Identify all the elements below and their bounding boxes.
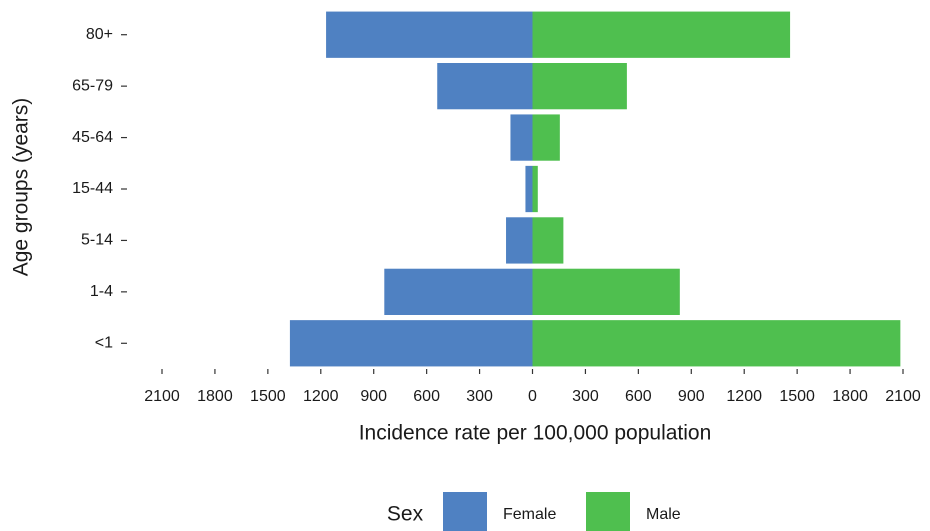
x-tick-label: 600	[625, 388, 652, 405]
bar	[532, 63, 627, 110]
bar	[289, 320, 533, 367]
bar	[532, 114, 560, 161]
legend-label: Male	[646, 506, 681, 523]
y-tick-label: 5-14	[81, 232, 113, 249]
bar	[532, 165, 538, 213]
bar	[532, 11, 791, 58]
x-tick-label: 900	[360, 388, 387, 405]
x-tick-label: 1800	[832, 388, 868, 405]
x-tick-label: 0	[528, 388, 537, 405]
y-tick-label: 15-44	[72, 180, 113, 197]
bar	[437, 63, 533, 110]
x-tick-label: 900	[678, 388, 705, 405]
legend-swatch	[443, 492, 487, 531]
bar	[506, 217, 533, 264]
x-tick-label: 2100	[885, 388, 921, 405]
y-tick-label: <1	[95, 335, 113, 352]
bar	[525, 165, 533, 213]
bar	[326, 11, 533, 58]
bar	[384, 268, 533, 315]
bar	[532, 268, 680, 315]
y-tick-label: 65-79	[72, 77, 113, 94]
x-tick-label: 1800	[197, 388, 233, 405]
x-tick-label: 1500	[779, 388, 815, 405]
x-tick-label: 1200	[303, 388, 339, 405]
y-tick-label: 80+	[86, 26, 113, 43]
y-axis-title: Age groups (years)	[10, 98, 33, 277]
x-tick-label: 600	[413, 388, 440, 405]
legend-swatch	[586, 492, 630, 531]
legend-title: Sex	[387, 503, 424, 526]
bar	[532, 217, 564, 264]
bar	[510, 114, 533, 161]
x-tick-label: 1500	[250, 388, 286, 405]
x-tick-label: 2100	[144, 388, 180, 405]
x-tick-label: 1200	[726, 388, 762, 405]
x-tick-label: 300	[466, 388, 493, 405]
x-axis-title: Incidence rate per 100,000 population	[359, 422, 712, 445]
y-tick-label: 45-64	[72, 129, 113, 146]
x-tick-label: 300	[572, 388, 599, 405]
y-tick-label: 1-4	[90, 283, 113, 300]
legend-label: Female	[503, 506, 556, 523]
bar	[532, 320, 901, 367]
